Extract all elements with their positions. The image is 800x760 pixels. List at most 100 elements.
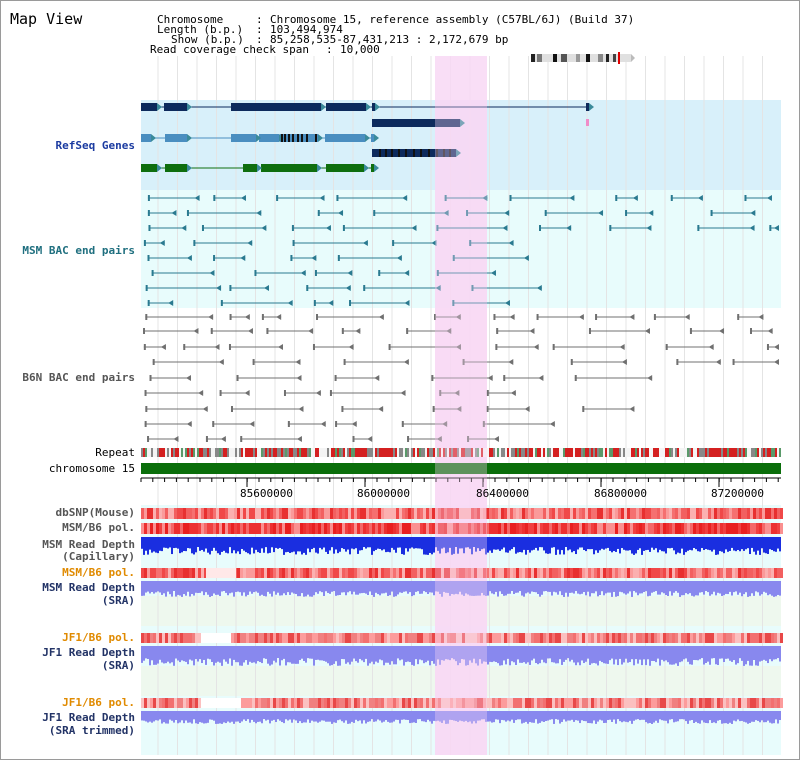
b6n-bac-pair-end: [719, 328, 725, 334]
track-label-jf1-trim[interactable]: JF1 Read Depth: [42, 711, 135, 724]
jf1-depth-bar: [415, 646, 417, 660]
repeat-element: [267, 448, 269, 457]
jf1-b6-pol-cell: [252, 633, 255, 643]
msm-b6-pol2-cell: [261, 568, 264, 578]
sra-depth-bar: [551, 581, 553, 596]
depth-bar: [369, 537, 371, 548]
msm-b6-pol-cell: [636, 523, 639, 534]
sra-depth-bar: [337, 581, 339, 596]
depth-bar: [549, 537, 551, 554]
dbsnp-cell: [702, 508, 705, 519]
msm-b6-pol-cell: [603, 523, 606, 534]
track-label-jf1-depth[interactable]: JF1 Read Depth: [42, 646, 135, 659]
sra-depth-bar: [663, 581, 665, 594]
msm-b6-pol-cell: [183, 523, 186, 534]
msm-bac-pair-end: [710, 210, 713, 216]
dbsnp-cell: [273, 508, 276, 519]
msm-b6-pol-cell: [207, 523, 210, 534]
depth-bar: [641, 537, 643, 555]
msm-b6-pol-cell: [702, 523, 705, 534]
jf1-depth-bar: [435, 646, 437, 666]
track-label-jf1-b6-pol-2[interactable]: JF1/B6 pol.: [62, 696, 135, 709]
jf1-depth-bar: [583, 646, 585, 664]
msm-bac-pair-end: [317, 210, 320, 216]
repeat-element: [603, 448, 605, 457]
depth-bar: [749, 537, 751, 555]
sra-depth-bar: [647, 581, 649, 597]
depth-bar: [367, 537, 369, 548]
dbsnp-cell: [552, 508, 555, 519]
track-label-b6n-bac[interactable]: B6N BAC end pairs: [22, 371, 135, 384]
track-label-msm-bac[interactable]: MSM BAC end pairs: [22, 244, 135, 257]
msm-b6-pol-cell: [351, 523, 354, 534]
msm-b6-pol2-cell: [639, 568, 642, 578]
exon-mark: [391, 149, 393, 157]
jf1-depth-bar: [623, 646, 625, 663]
msm-b6-pol-cell: [408, 523, 411, 534]
jf1-b6-pol-cell: [492, 633, 495, 643]
jf1-trim-depth-bar: [315, 711, 317, 722]
jf1-b6-pol-cell: [312, 633, 315, 643]
msm-bac-pair-end: [193, 240, 196, 246]
msm-b6-pol-cell: [606, 523, 609, 534]
sra-depth-bar: [401, 581, 403, 593]
jf1-b6-pol2-cell: [276, 698, 279, 708]
depth-bar: [387, 537, 389, 552]
track-label-chromosome[interactable]: chromosome 15: [48, 462, 135, 475]
sra-depth-bar: [217, 581, 219, 595]
repeat-element: [443, 448, 445, 457]
dbsnp-cell: [639, 508, 642, 519]
track-label-jf1-b6-pol-1[interactable]: JF1/B6 pol.: [62, 631, 135, 644]
msm-b6-pol-cell: [492, 523, 495, 534]
jf1-depth-bar: [381, 646, 383, 661]
depth-bar: [251, 537, 253, 548]
jf1-depth-bar: [451, 646, 453, 659]
msm-b6-pol-cell: [558, 523, 561, 534]
jf1-trim-depth-bar: [749, 711, 751, 723]
track-label-msm-b6-pol-2[interactable]: MSM/B6 pol.: [62, 566, 135, 579]
jf1-b6-pol-cell: [672, 633, 675, 643]
track-label-msm-depth-cap[interactable]: MSM Read Depth: [42, 538, 135, 551]
b6n-bac-pair-end: [374, 375, 380, 381]
depth-bar: [401, 537, 403, 555]
jf1-depth-bar: [657, 646, 659, 659]
sra-depth-bar: [417, 581, 419, 592]
gene-strand-arrow: [157, 164, 162, 172]
sra-depth-bar: [593, 581, 595, 594]
jf1-b6-pol-cell: [285, 633, 288, 643]
sra-depth-bar: [729, 581, 731, 592]
jf1-trim-depth-bar: [557, 711, 559, 720]
depth-bar: [715, 537, 717, 555]
dbsnp-cell: [237, 508, 240, 519]
depth-bar: [763, 537, 765, 553]
jf1-trim-depth-bar: [495, 711, 497, 720]
jf1-depth-bar: [763, 646, 765, 660]
msm-b6-pol2-cell: [507, 568, 510, 578]
b6n-bac-pair-end: [160, 344, 166, 350]
jf1-trim-depth-bar: [693, 711, 695, 724]
sra-depth-bar: [441, 581, 443, 597]
track-label-refseq[interactable]: RefSeq Genes: [55, 139, 135, 152]
track-label-repeat[interactable]: Repeat: [95, 446, 135, 459]
jf1-depth-bar: [185, 646, 187, 662]
msm-b6-pol-cell: [243, 523, 246, 534]
jf1-depth-bar: [683, 646, 685, 660]
repeat-element: [667, 448, 669, 457]
msm-bac-pair-end: [349, 300, 352, 306]
track-label-msm-depth-sra[interactable]: MSM Read Depth: [42, 581, 135, 594]
depth-bar: [375, 537, 377, 550]
jf1-b6-pol2-cell: [720, 698, 723, 708]
dbsnp-cell: [606, 508, 609, 519]
jf1-trim-depth-bar: [407, 711, 409, 720]
dbsnp-cell: [393, 508, 396, 519]
jf1-b6-pol2-cell: [300, 698, 303, 708]
jf1-trim-depth-bar: [203, 711, 205, 724]
jf1-trim-depth-bar: [523, 711, 525, 723]
jf1-b6-pol-cell: [525, 633, 528, 643]
track-label-msm-b6-pol-1[interactable]: MSM/B6 pol.: [62, 521, 135, 534]
track-label-dbsnp[interactable]: dbSNP(Mouse): [55, 506, 135, 519]
msm-b6-pol2-cell: [552, 568, 555, 578]
sra-depth-bar: [769, 581, 771, 595]
dbsnp-cell: [771, 508, 774, 519]
